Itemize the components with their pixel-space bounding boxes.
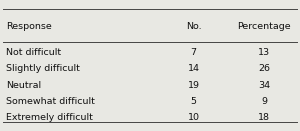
Text: Slightly difficult: Slightly difficult [6,64,80,73]
Text: Neutral: Neutral [6,81,41,90]
Text: Not difficult: Not difficult [6,48,61,57]
Text: 13: 13 [258,48,270,57]
Text: 34: 34 [258,81,270,90]
Text: Somewhat difficult: Somewhat difficult [6,97,95,106]
Text: 18: 18 [258,113,270,122]
Text: Percentage: Percentage [237,22,291,31]
Text: 5: 5 [190,97,196,106]
Text: 9: 9 [261,97,267,106]
Text: 10: 10 [188,113,200,122]
Text: Response: Response [6,22,52,31]
Text: Extremely difficult: Extremely difficult [6,113,93,122]
Text: No.: No. [186,22,201,31]
Text: 14: 14 [188,64,200,73]
Text: 19: 19 [188,81,200,90]
Text: 26: 26 [258,64,270,73]
Text: 7: 7 [190,48,196,57]
